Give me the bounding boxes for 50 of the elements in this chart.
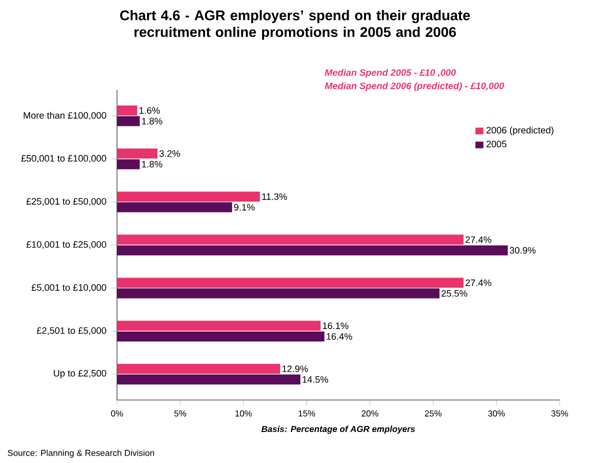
data-label: 30.9%	[510, 247, 536, 254]
bar	[117, 288, 440, 298]
bar	[117, 320, 321, 331]
bar	[117, 202, 232, 212]
x-tick-label: 15%	[298, 410, 316, 416]
y-tick-label: £10,001 to £25,000	[26, 241, 106, 249]
bar	[117, 278, 464, 288]
data-label: 3.2%	[159, 150, 180, 157]
x-tick-label: 20%	[362, 410, 378, 417]
x-tick-label: 0%	[111, 410, 123, 417]
annotation: Median Spend 2006 (predicted) - £10,000	[324, 82, 504, 92]
bar	[117, 159, 140, 170]
y-tick-label: £50,001 to £100,000	[21, 155, 106, 163]
x-tick-label: 35%	[551, 410, 568, 417]
data-label: 16.4%	[326, 333, 352, 340]
x-axis-title: Basis: Percentage of AGR employers	[261, 426, 415, 434]
bar	[117, 331, 324, 342]
data-label: 11.3%	[262, 193, 287, 200]
bar	[117, 192, 260, 202]
data-label: 1.8%	[142, 160, 162, 168]
data-label: 1.8%	[142, 118, 162, 124]
bar	[117, 116, 140, 126]
y-tick-label: £5,001 to £10,000	[32, 284, 106, 292]
legend-label: 2005	[486, 140, 506, 148]
y-tick-label: More than £100,000	[24, 112, 106, 120]
bar	[117, 374, 300, 384]
bar	[117, 234, 464, 245]
text: Median Spend 2005 - £10 ,000	[324, 68, 456, 78]
x-tick-label: 25%	[424, 410, 442, 417]
x-tick-label: 30%	[488, 410, 505, 417]
y-tick-label: Up to £2,500	[54, 370, 106, 378]
y-tick-label: £25,001 to £50,000	[26, 198, 106, 206]
bar	[117, 245, 508, 256]
data-label: 27.4%	[466, 279, 492, 286]
bar	[117, 106, 138, 116]
chart-title: Chart 4.6 - AGR employers’ spend on their graduate recruitment online promotions in 2005 and 2006	[120, 10, 470, 40]
x-tick-label: 10%	[235, 410, 252, 417]
data-label: 12.9%	[282, 366, 308, 372]
legend-label: 2006 (predicted)	[486, 126, 554, 136]
data-label: 16.1%	[322, 322, 348, 330]
data-label: 9.1%	[234, 204, 255, 211]
data-label: 25.5%	[442, 290, 468, 297]
y-tick-label: £2,501 to £5,000	[36, 327, 106, 335]
data-label: 27.4%	[466, 236, 492, 243]
x-tick-label: 5%	[174, 410, 186, 416]
source-note: Source: Planning & Research Division	[8, 450, 154, 458]
bar	[117, 364, 280, 374]
data-label: 1.6%	[140, 107, 160, 114]
data-label: 14.5%	[302, 376, 328, 383]
bar	[117, 148, 158, 159]
